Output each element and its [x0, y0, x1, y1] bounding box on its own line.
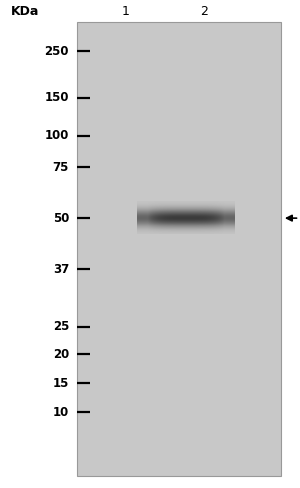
Bar — [76, 22, 280, 476]
Text: 15: 15 — [52, 377, 69, 389]
Text: 25: 25 — [52, 321, 69, 333]
Text: 20: 20 — [53, 348, 69, 361]
Text: 1: 1 — [122, 5, 130, 18]
Text: 100: 100 — [45, 129, 69, 142]
Text: 2: 2 — [200, 5, 208, 18]
Text: KDa: KDa — [11, 5, 40, 18]
Text: 250: 250 — [44, 45, 69, 58]
Text: 50: 50 — [52, 212, 69, 224]
Text: 37: 37 — [53, 263, 69, 276]
Text: 10: 10 — [53, 406, 69, 419]
Text: 150: 150 — [44, 91, 69, 104]
Text: 75: 75 — [52, 161, 69, 174]
